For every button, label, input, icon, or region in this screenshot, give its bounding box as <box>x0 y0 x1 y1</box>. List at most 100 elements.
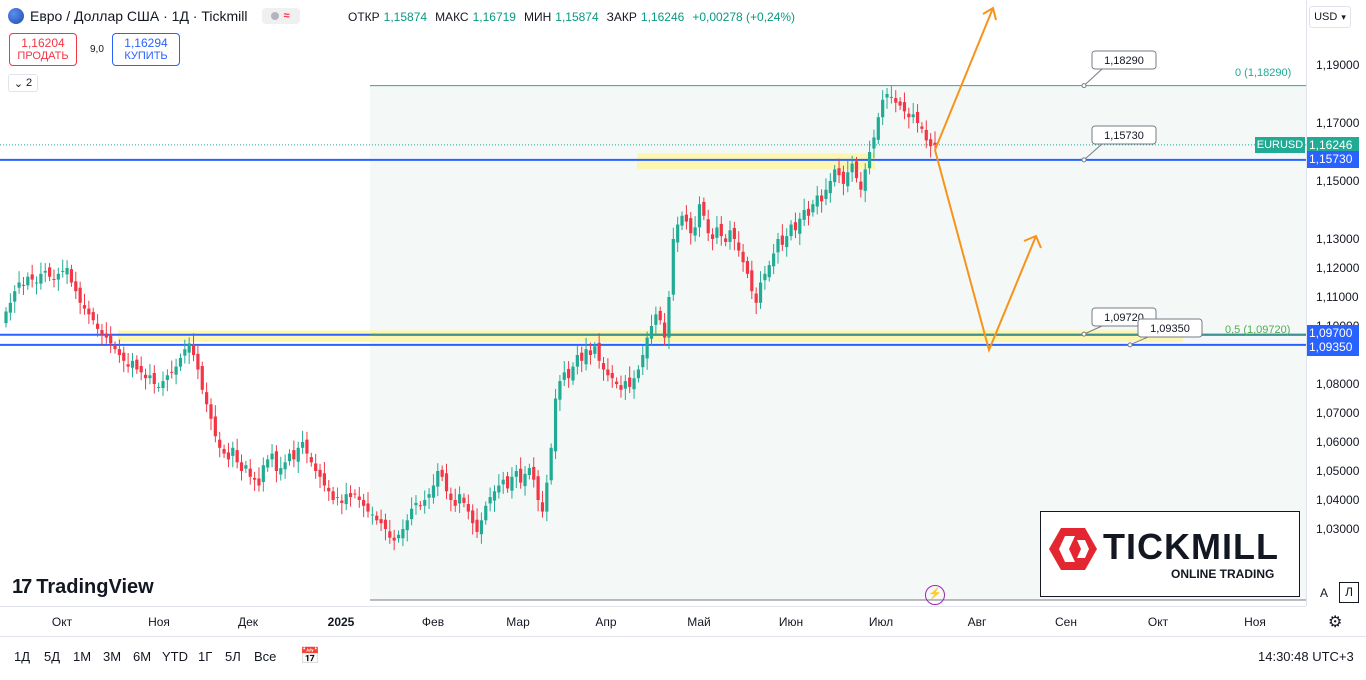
candle-body <box>785 236 789 248</box>
price-chart[interactable]: 1,18290 1,15730 1,09720 1,09350 <box>0 0 1306 606</box>
range-button[interactable]: 1Г <box>198 649 213 664</box>
buy-button[interactable]: 1,16294 КУПИТЬ <box>112 33 180 66</box>
sell-price: 1,16204 <box>21 36 65 50</box>
candle-body <box>876 117 880 140</box>
resistance-zone <box>637 153 875 170</box>
close-label: ЗАКР <box>606 10 637 24</box>
price-tick-label: 1,11000 <box>1316 290 1359 304</box>
candle-body <box>135 359 139 370</box>
market-status-badge[interactable]: ≈ <box>261 8 300 24</box>
time-tick-label: Май <box>687 615 711 629</box>
price-tick-label: 1,12000 <box>1316 261 1360 275</box>
candle-body <box>815 195 819 207</box>
candle-body <box>789 224 793 237</box>
candle-body <box>34 282 39 284</box>
candle-body <box>527 468 531 476</box>
buy-label: КУПИТЬ <box>124 50 168 62</box>
candle-body <box>296 447 300 462</box>
candle-body <box>471 510 475 524</box>
log-scale-button[interactable]: Л <box>1339 582 1359 603</box>
candle-body <box>492 491 497 501</box>
candle-body <box>667 297 671 338</box>
range-button[interactable]: 1Д <box>14 649 31 664</box>
candle-body <box>270 453 274 460</box>
range-button[interactable]: 6М <box>133 649 152 664</box>
candle-body <box>457 494 462 504</box>
candle-body <box>833 169 837 183</box>
price-axis[interactable] <box>1306 0 1366 606</box>
candle-body <box>392 537 396 541</box>
candle-body <box>715 227 719 238</box>
candle-body <box>65 268 69 275</box>
candle-body <box>4 311 8 324</box>
candle-body <box>21 284 26 286</box>
candle-body <box>580 352 584 361</box>
callout-resistance-anchor <box>1081 157 1087 163</box>
candle-body <box>689 218 693 234</box>
range-button[interactable]: 5Д <box>44 649 61 664</box>
lightning-icon[interactable]: ⚡ <box>925 585 945 605</box>
range-button[interactable]: 1М <box>73 649 92 664</box>
tradingview-logo: 17 TradingView <box>12 576 154 599</box>
currency-selector[interactable]: USD ▾ <box>1309 6 1351 28</box>
time-tick-label: Окт <box>51 615 73 629</box>
candle-body <box>322 473 326 486</box>
candle-body <box>671 239 675 295</box>
current-price-tag: 1,16246 <box>1307 136 1359 154</box>
candle-body <box>427 494 431 498</box>
time-axis[interactable] <box>0 606 1306 636</box>
auto-scale-button[interactable]: A <box>1319 586 1328 600</box>
candle-body <box>418 505 422 507</box>
time-tick-label: Фев <box>421 615 445 629</box>
candle-body <box>479 520 484 535</box>
candle-body <box>540 502 545 512</box>
support-1-price-tag: 1,09700 <box>1307 325 1359 343</box>
candle-body <box>414 502 418 506</box>
sell-button[interactable]: 1,16204 ПРОДАТЬ <box>9 33 77 66</box>
candle-body <box>907 113 911 118</box>
settings-icon[interactable]: ⚙ <box>1328 614 1343 631</box>
price-tick-label: 1,04000 <box>1316 493 1360 507</box>
support-2-price-tag: 1,09350 <box>1307 339 1359 357</box>
projection-up-arrow <box>934 7 994 151</box>
candle-body <box>610 372 614 379</box>
candle-body <box>780 235 784 245</box>
candle-body <box>196 353 200 370</box>
range-button[interactable]: 3М <box>103 649 122 664</box>
candle-body <box>287 453 292 462</box>
candle-body <box>26 276 30 286</box>
candle-body <box>152 372 156 384</box>
candle-body <box>222 448 226 454</box>
candle-body <box>379 519 383 524</box>
projection-up-arrowhead <box>982 6 997 21</box>
symbol-header[interactable]: Евро / Доллар США · 1Д · Tickmill ≈ <box>8 8 300 24</box>
range-button[interactable]: YTD <box>162 649 188 664</box>
candle-body <box>571 366 575 381</box>
candle-body <box>161 381 165 389</box>
candle-body <box>750 270 754 292</box>
candle-body <box>636 369 641 379</box>
candle-body <box>362 500 366 506</box>
calendar-icon[interactable]: 📅 <box>300 648 320 665</box>
candle-body <box>449 493 453 500</box>
candle-body <box>902 102 907 112</box>
candle-body <box>78 287 82 303</box>
range-button[interactable]: 5Л <box>225 649 241 664</box>
candle-body <box>213 416 217 437</box>
callout-fib0-leader <box>1083 68 1103 86</box>
indicators-collapse-button[interactable]: ⌄ 2 <box>8 74 38 92</box>
candle-body <box>793 222 798 231</box>
candle-body <box>933 142 937 145</box>
candle-body <box>859 181 863 190</box>
candle-body <box>353 493 357 495</box>
price-tick-label: 1,07000 <box>1316 406 1360 420</box>
candle-body <box>619 385 623 390</box>
callout-fib05-leader <box>1083 325 1103 335</box>
candle-body <box>872 137 876 149</box>
price-tick-label: 1,05000 <box>1316 464 1360 478</box>
candle-body <box>122 352 126 361</box>
candle-body <box>139 366 143 373</box>
sell-label: ПРОДАТЬ <box>17 50 69 62</box>
range-button[interactable]: Все <box>254 649 277 664</box>
candle-body <box>881 99 885 118</box>
